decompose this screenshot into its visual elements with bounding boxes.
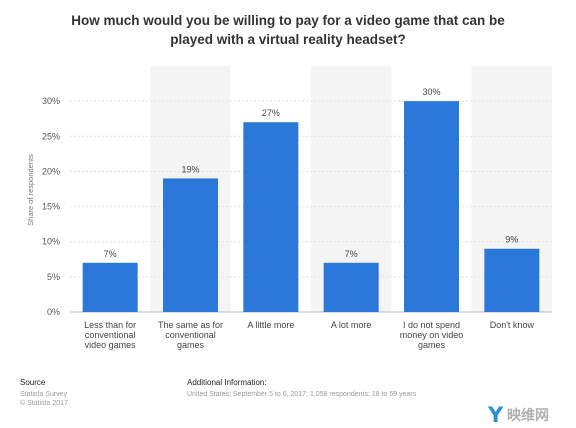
source-line: Statista Survey [20,391,68,398]
y-tick-label: 30% [42,96,60,106]
info-heading: Additional Information: [187,378,267,387]
y-tick-label: 20% [42,166,60,176]
y-axis-label: Share of respondents [26,154,35,226]
y-tick-label: 15% [42,202,60,212]
data-label: 7% [345,249,358,259]
category-label: conventional [85,330,136,340]
footer-info: Additional Information: United States; S… [187,378,417,398]
footer-source: Source Statista Survey © Statista 2017 [20,378,68,407]
data-label: 19% [181,164,199,174]
category-label: A little more [247,320,294,330]
category-label: games [418,340,446,350]
y-axis-ticks: 0% 5% 10% 15% 20% 25% 30% [42,96,60,317]
bar [404,101,459,313]
y-tick-label: 25% [42,131,60,141]
data-label: 27% [262,108,280,118]
category-label: money on video [400,330,464,340]
source-heading: Source [20,378,46,387]
category-label: The same as for [158,320,223,330]
category-label: games [177,340,205,350]
y-tick-label: 10% [42,237,60,247]
source-line: © Statista 2017 [20,399,68,407]
data-label: 7% [104,249,117,259]
category-label: I do not spend [403,320,460,330]
category-label: Don't know [490,320,535,330]
bar [82,262,138,312]
data-labels: 7% 19% 27% 7% 30% 9% [104,87,519,259]
title-line: played with a virtual reality headset? [170,32,406,47]
watermark-logo: Y 映维网 [487,403,549,427]
bar [163,178,218,312]
category-label: Less than for [84,320,136,330]
y-tick-label: 5% [47,272,60,282]
bar [323,262,379,312]
alternating-bands [150,66,552,312]
category-label: conventional [165,330,216,340]
chart-title: How much would you be willing to pay for… [71,13,505,47]
y-tick-label: 0% [47,307,60,317]
category-label: A lot more [331,320,372,330]
bar [243,122,299,312]
watermark-letter: Y [487,403,504,427]
info-text: United States; September 5 to 6, 2017; 1… [187,391,417,398]
watermark-text: 映维网 [507,407,549,424]
bars [82,101,540,313]
data-label: 9% [505,235,518,245]
data-label: 30% [422,87,440,97]
grid-lines [70,100,552,313]
bar [484,248,540,312]
title-line: How much would you be willing to pay for… [71,13,505,28]
category-label: video games [85,340,137,350]
